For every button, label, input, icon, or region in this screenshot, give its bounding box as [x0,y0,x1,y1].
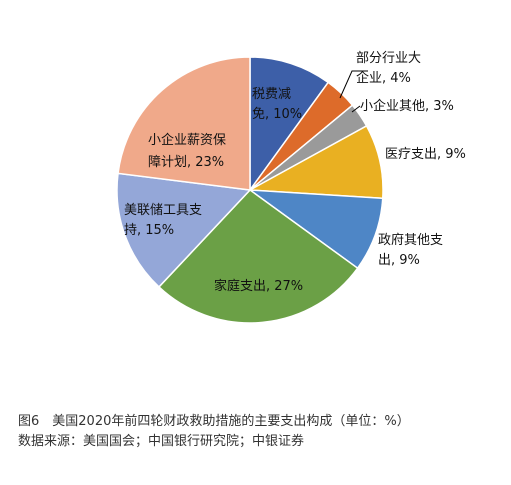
leader-line-2 [339,70,368,99]
figure-caption: 图6 美国2020年前四轮财政救助措施的主要支出构成（单位：%） 数据来源：美国… [18,412,410,452]
slice-label-8: 小企业薪资保障计划, 23% [148,132,226,170]
slice-label-7: 美联储工具支持, 15% [124,203,202,238]
slice-label-6: 家庭支出, 27% [214,278,303,294]
pie-slice-1 [249,56,330,193]
slice-label-2: 部分行业大企业, 4% [356,51,421,86]
pie-slice-8 [117,56,251,191]
data-source: 数据来源：美国国会；中国银行研究院；中银证券 [18,434,305,449]
pie-slice-7 [116,172,252,289]
slice-label-1: 税费减免, 10% [252,87,302,122]
figure-title: 图6 美国2020年前四轮财政救助措施的主要支出构成（单位：%） [18,414,410,429]
pie-slice-6 [157,189,359,324]
slice-label-5: 政府其他支出, 9% [378,233,443,268]
slice-label-3: 小企业其他, 3% [360,98,454,114]
leader-line-3 [351,105,361,113]
slice-label-4: 医疗支出, 9% [385,147,466,162]
